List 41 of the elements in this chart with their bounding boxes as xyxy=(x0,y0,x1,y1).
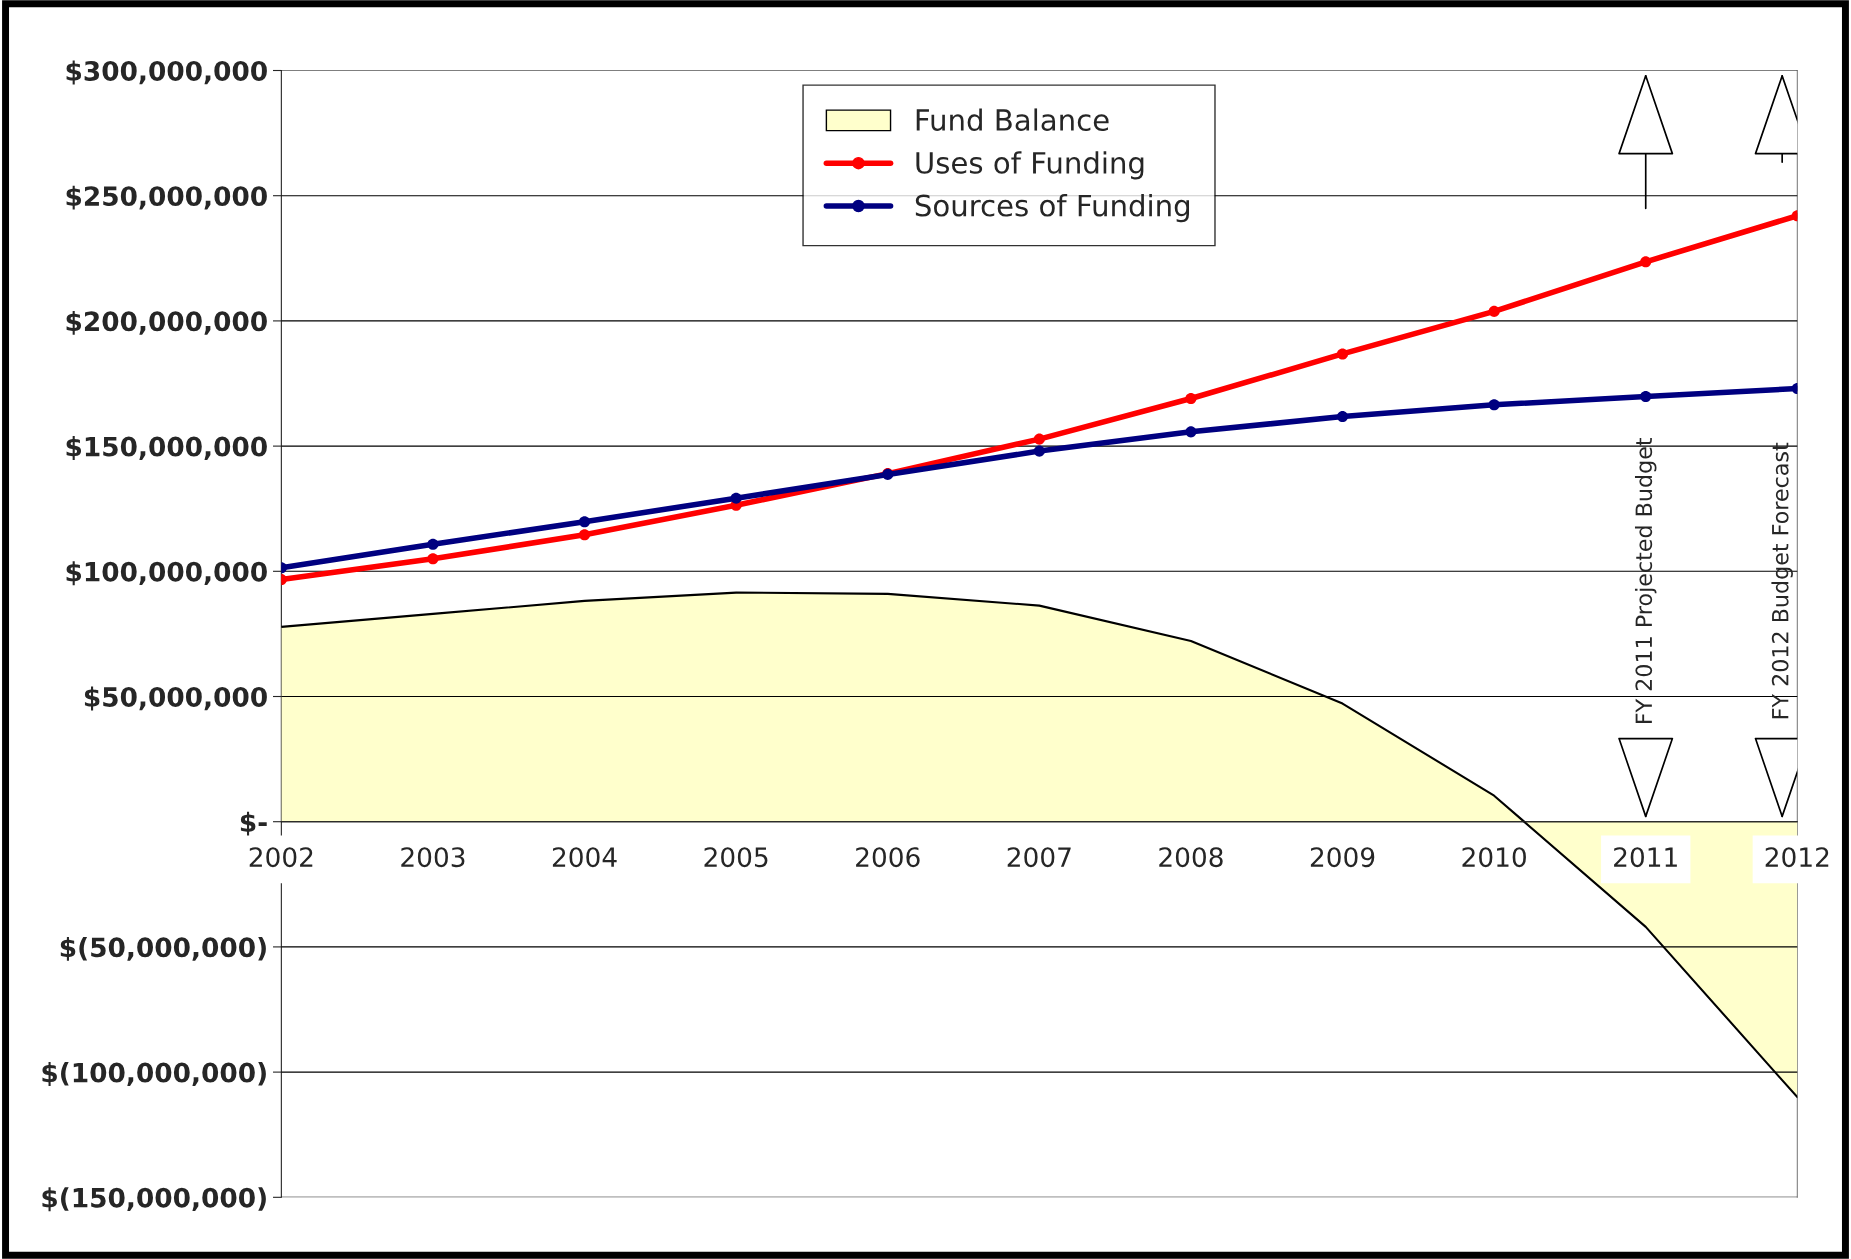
point xyxy=(1185,426,1197,438)
point xyxy=(1488,399,1500,411)
point xyxy=(1185,392,1197,405)
y-tick-label: $250,000,000 xyxy=(66,185,267,210)
y-tick-label: $200,000,000 xyxy=(66,310,267,335)
x-tick-label: 2012 xyxy=(1765,847,1829,868)
x-tick-label: 2004 xyxy=(552,847,617,868)
x-tick-label: 2008 xyxy=(1159,847,1223,868)
point xyxy=(1640,390,1652,403)
x-tick-label: 2002 xyxy=(249,847,313,868)
annotation: FY 2012 Budget Forecast xyxy=(1771,442,1793,719)
y-tick-label: $50,000,000 xyxy=(84,686,267,711)
legend-label: Sources of Funding xyxy=(915,194,1189,223)
x-tick-label: 2009 xyxy=(1310,847,1375,868)
point xyxy=(1336,348,1349,360)
y-tick-label: $100,000,000 xyxy=(66,561,267,586)
point xyxy=(1488,305,1500,317)
y-tick-label: $300,000,000 xyxy=(66,60,267,85)
point xyxy=(1640,256,1652,268)
annotation: FY 2011 Projected Budget xyxy=(1634,437,1657,724)
legend-label: Fund Balance xyxy=(916,108,1109,131)
point xyxy=(427,553,439,565)
point xyxy=(427,538,439,550)
point xyxy=(578,516,591,528)
y-tick-label: $(50,000,000) xyxy=(60,936,266,961)
point xyxy=(730,492,742,504)
y-tick-label: $(150,000,000) xyxy=(42,1187,266,1212)
legend-label: Uses of Funding xyxy=(916,151,1144,180)
y-tick-label: $(100,000,000) xyxy=(42,1062,266,1087)
x-tick-label: 2011 xyxy=(1614,847,1677,868)
point xyxy=(1336,411,1349,423)
y-tick-label: $150,000,000 xyxy=(66,436,267,461)
point xyxy=(1033,433,1045,445)
x-tick-label: 2007 xyxy=(1007,847,1071,868)
y-tick-label: $- xyxy=(240,811,267,836)
x-tick-label: 2006 xyxy=(856,847,920,868)
point xyxy=(1033,445,1045,457)
x-tick-label: 2010 xyxy=(1462,847,1526,868)
point xyxy=(578,529,591,541)
x-tick-label: 2005 xyxy=(704,847,768,868)
x-tick-label: 2003 xyxy=(401,847,465,868)
